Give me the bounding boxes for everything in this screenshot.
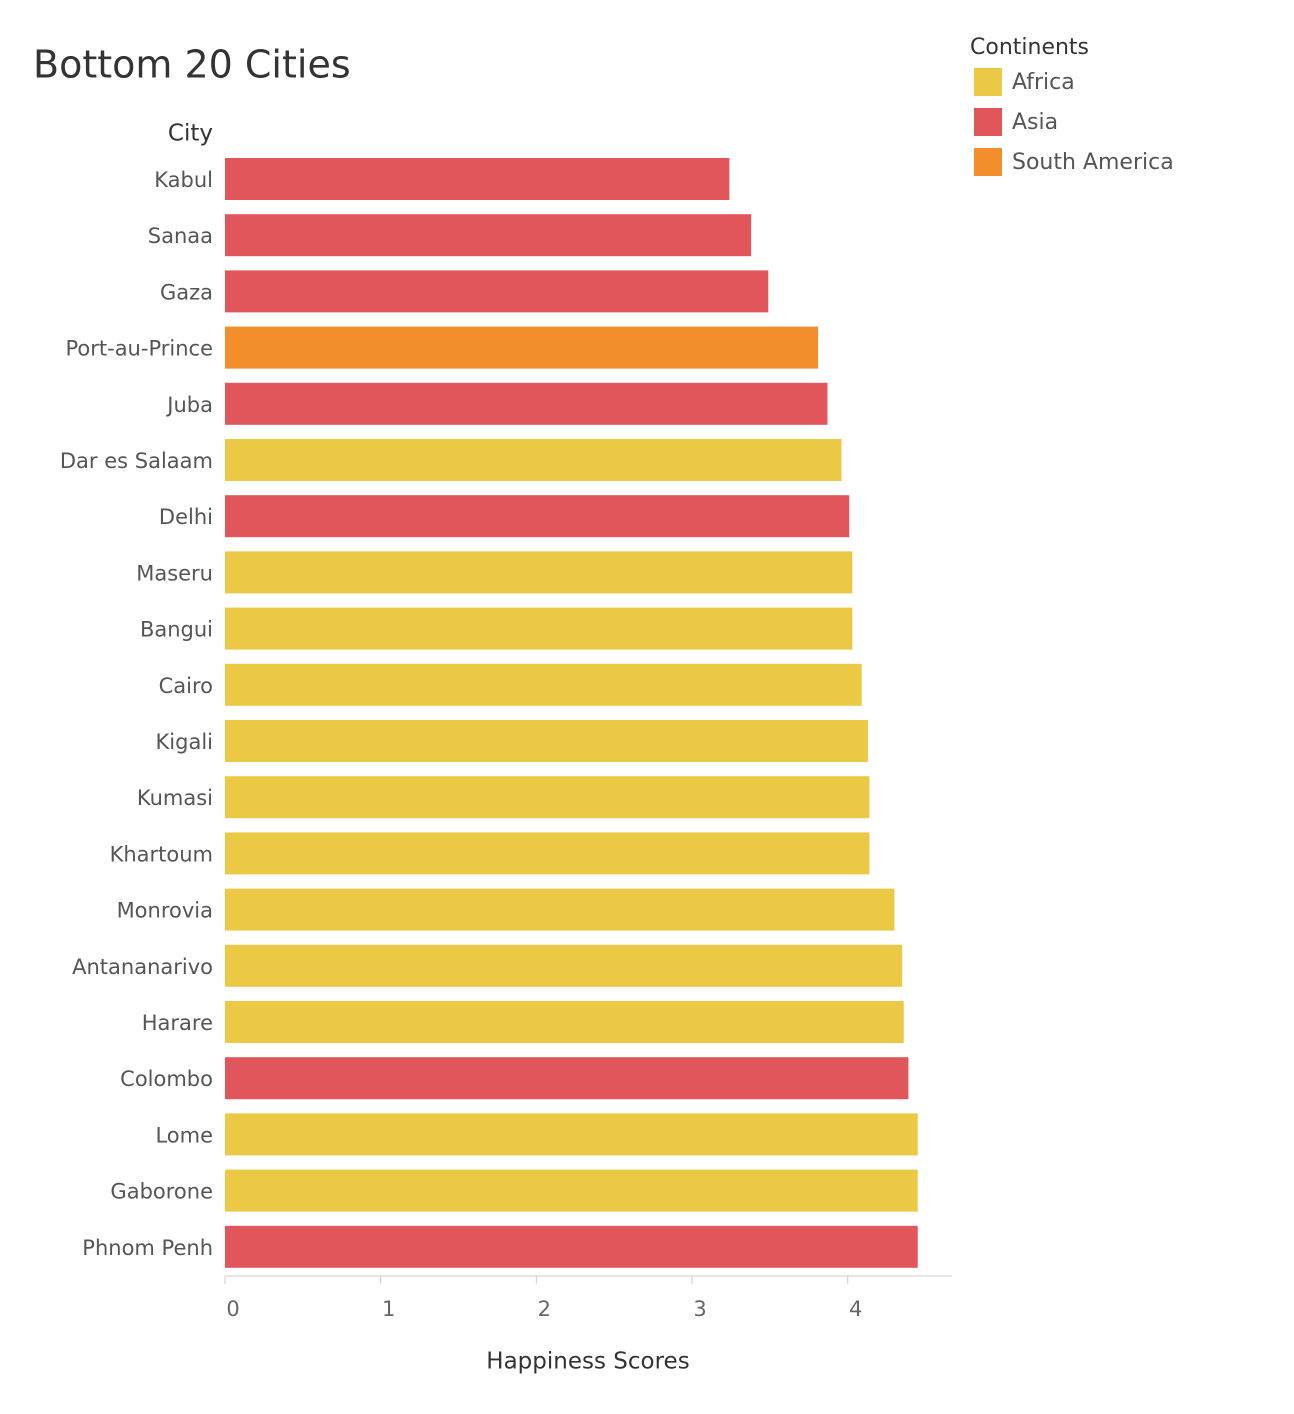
y-tick-label: Phnom Penh <box>82 1236 213 1260</box>
chart-title: Bottom 20 Cities <box>33 43 351 87</box>
y-tick-label: Harare <box>142 1011 213 1035</box>
y-tick-label: Juba <box>165 393 213 417</box>
legend-label: Asia <box>1012 110 1058 135</box>
bar <box>225 1057 909 1100</box>
bar <box>225 1001 904 1043</box>
bar <box>225 888 895 931</box>
y-tick-label: Lome <box>155 1123 213 1147</box>
bar <box>225 158 730 200</box>
y-tick-label: Antananarivo <box>72 955 213 979</box>
bar <box>225 944 903 987</box>
y-tick-label: Maseru <box>136 561 213 585</box>
legend-swatch <box>974 148 1002 176</box>
y-tick-label: Khartoum <box>110 842 213 866</box>
bar <box>225 382 828 425</box>
y-tick-label: Colombo <box>120 1067 213 1091</box>
y-tick-label: Dar es Salaam <box>60 449 213 473</box>
bar <box>225 1113 918 1156</box>
bar <box>225 495 850 538</box>
y-tick-label: Delhi <box>159 505 213 529</box>
bar <box>225 607 853 650</box>
legend-title: Continents <box>970 35 1089 60</box>
y-tick-label: Sanaa <box>148 224 213 248</box>
bar <box>225 270 769 313</box>
bar <box>225 663 862 706</box>
x-tick-label: 4 <box>849 1297 862 1321</box>
bar <box>225 1169 918 1212</box>
bar <box>225 1225 918 1268</box>
x-tick-label: 3 <box>693 1297 706 1321</box>
y-tick-label: Kigali <box>156 730 213 754</box>
bar <box>225 776 870 819</box>
y-tick-label: Monrovia <box>117 899 213 923</box>
bar <box>225 214 752 257</box>
x-tick-label: 1 <box>382 1297 395 1321</box>
y-axis-title: City <box>168 121 213 147</box>
legend-swatch <box>974 108 1002 136</box>
y-tick-label: Kabul <box>154 168 213 192</box>
x-axis-title: Happiness Scores <box>486 1349 689 1375</box>
legend-label: Africa <box>1012 70 1075 95</box>
legend-swatch <box>974 68 1002 96</box>
bar <box>225 720 868 762</box>
legend-label: South America <box>1012 150 1174 175</box>
bar <box>225 832 870 875</box>
bar <box>225 439 842 481</box>
bar <box>225 326 819 369</box>
bar <box>225 551 853 594</box>
y-tick-label: Kumasi <box>137 786 213 810</box>
y-tick-label: Cairo <box>159 674 213 698</box>
x-tick-label: 0 <box>226 1297 239 1321</box>
x-tick-label: 2 <box>538 1297 551 1321</box>
y-tick-label: Gaborone <box>110 1180 213 1204</box>
y-tick-label: Gaza <box>160 280 213 304</box>
y-tick-label: Port-au-Prince <box>65 337 213 361</box>
y-tick-label: Bangui <box>140 618 213 642</box>
